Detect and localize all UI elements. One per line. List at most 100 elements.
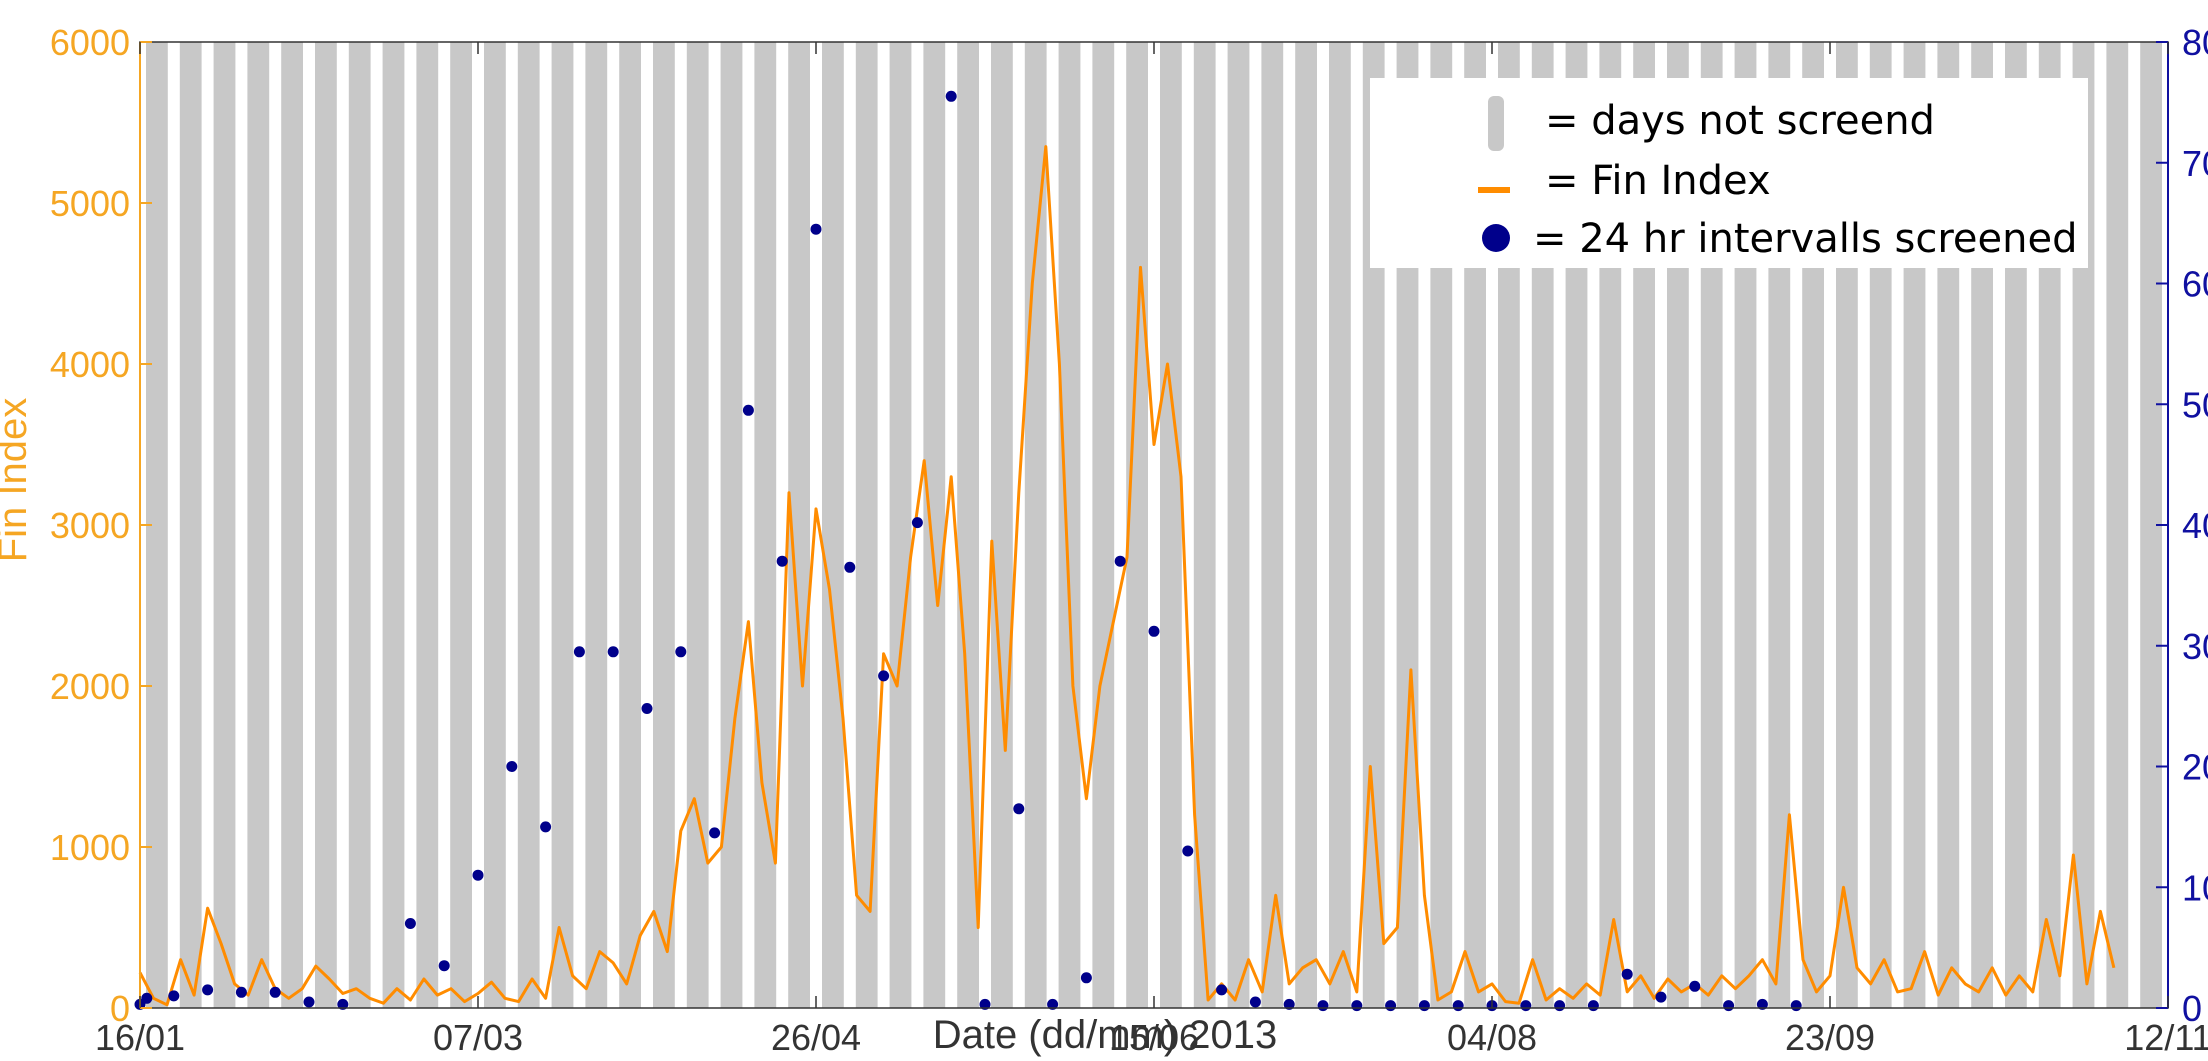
screened-dot (1587, 1000, 1599, 1012)
not-screened-bar (1734, 42, 1757, 1008)
not-screened-bar (1599, 42, 1622, 1008)
screened-dot (1520, 1000, 1532, 1012)
left-tick-label: 4000 (50, 344, 130, 385)
screened-dot (235, 986, 247, 998)
screened-dot (979, 998, 991, 1010)
not-screened-bar (653, 42, 675, 1008)
not-screened-bar (686, 42, 709, 1008)
not-screened-bar (2005, 42, 2027, 1008)
not-screened-bar (416, 42, 439, 1008)
not-screened-bar (1802, 42, 1824, 1008)
legend-screened-label: = 24 hr intervalls screened (1533, 216, 2078, 262)
screened-dot (742, 404, 754, 416)
screened-dot (1554, 1000, 1566, 1012)
not-screened-bar (551, 42, 574, 1008)
not-screened-bar (889, 42, 912, 1008)
x-tick-label: 04/08 (1447, 1017, 1537, 1058)
x-axis-label: Date (dd/mm) 2013 (933, 1013, 1278, 1057)
not-screened-bar (1160, 42, 1182, 1008)
x-tick-label: 15/06 (1109, 1017, 1199, 1058)
screened-dot (1756, 998, 1768, 1010)
screened-dot (1317, 1000, 1329, 1012)
not-screened-bar (2106, 42, 2129, 1008)
not-screened-bar (1227, 42, 1250, 1008)
right-tick-label: 10 (2182, 867, 2208, 908)
screened-dot (1621, 968, 1633, 980)
not-screened-bar (991, 42, 1013, 1008)
screened-dot (540, 821, 552, 833)
not-screened-bar (213, 42, 236, 1008)
screened-dot (1249, 996, 1261, 1008)
not-screened-bar (788, 42, 810, 1008)
not-screened-bar (146, 42, 168, 1008)
not-screened-bar (1396, 42, 1419, 1008)
screened-dot (878, 670, 890, 682)
screened-dot (1723, 1000, 1735, 1012)
screened-dot (1148, 625, 1160, 637)
screened-dot (573, 646, 585, 658)
not-screened-bar (923, 42, 946, 1008)
screened-dots-layer (134, 90, 1802, 1012)
screened-dot (1790, 1000, 1802, 1012)
screened-dot (844, 561, 856, 573)
x-tick-label: 16/01 (95, 1017, 185, 1058)
screened-dot (675, 646, 687, 658)
not-screened-bar (484, 42, 506, 1008)
x-tick-label: 12/11 (2124, 1017, 2208, 1058)
not-screened-bar (754, 42, 777, 1008)
not-screened-bar (315, 42, 337, 1008)
not-screened-bar (822, 42, 844, 1008)
not-screened-bar (1295, 42, 1317, 1008)
screened-dot (1655, 991, 1667, 1003)
screened-dot (404, 918, 416, 929)
left-tick-label: 5000 (50, 183, 130, 224)
legend-screened-swatch (1482, 224, 1510, 252)
screened-dot (1452, 1000, 1464, 1012)
not-screened-bar (1633, 42, 1655, 1008)
not-screened-bar (1498, 42, 1520, 1008)
not-screened-bar (1667, 42, 1689, 1008)
left-tick-label: 6000 (50, 22, 130, 63)
screened-dot (709, 827, 721, 839)
not-screened-bar (1700, 42, 1723, 1008)
legend-not-screened-swatch (1488, 96, 1504, 151)
left-tick-label: 2000 (50, 666, 130, 707)
right-tick-label: 0 (2182, 988, 2202, 1029)
screened-dot (202, 984, 214, 996)
screened-dot (945, 90, 957, 102)
left-tick-label: 3000 (50, 505, 130, 546)
left-tick-label: 1000 (50, 827, 130, 868)
x-tick-label: 23/09 (1785, 1017, 1875, 1058)
not-screened-bar (247, 42, 270, 1008)
not-screened-bar (517, 42, 540, 1008)
screened-dot (269, 986, 281, 998)
not-screened-bar (720, 42, 743, 1008)
not-screened-bar (179, 42, 202, 1008)
screened-dot (1216, 984, 1228, 996)
fin-index-line (138, 145, 2116, 1007)
right-tick-label: 70 (2182, 143, 2208, 184)
not-screened-bar (1903, 42, 1926, 1008)
not-screened-bar (957, 42, 979, 1008)
legend: = days not screend = Fin Index = 24 hr i… (1370, 78, 2088, 268)
not-screened-bar (348, 42, 371, 1008)
screened-dot (168, 990, 180, 1002)
screened-dot (472, 869, 484, 881)
screened-dot (303, 996, 315, 1008)
screened-dot (1418, 1000, 1430, 1012)
x-tick-label: 07/03 (433, 1017, 523, 1058)
right-tick-label: 30 (2182, 626, 2208, 667)
tick-labels: 0 1000 2000 3000 4000 5000 6000 0 10 20 30 40 50 60 70… (50, 22, 2208, 1058)
screened-dot (607, 646, 619, 658)
screened-dot (1114, 555, 1126, 567)
not-screened-bar (450, 42, 472, 1008)
not-screened-bar (1937, 42, 1960, 1008)
screened-dot (810, 223, 822, 235)
y-axis-label-left: Fin Index (0, 398, 35, 563)
not-screened-bar (1565, 42, 1588, 1008)
screened-dot (438, 960, 450, 972)
not-screened-bar (1362, 42, 1385, 1008)
right-tick-label: 40 (2182, 505, 2208, 546)
not-screened-bar (281, 42, 303, 1008)
